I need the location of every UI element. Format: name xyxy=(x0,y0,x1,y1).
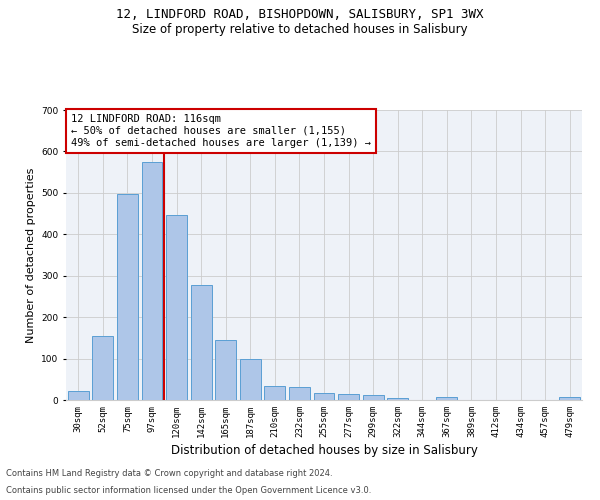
Text: 12 LINDFORD ROAD: 116sqm
← 50% of detached houses are smaller (1,155)
49% of sem: 12 LINDFORD ROAD: 116sqm ← 50% of detach… xyxy=(71,114,371,148)
Bar xyxy=(92,336,113,400)
Bar xyxy=(362,395,383,400)
Bar xyxy=(265,386,286,400)
Text: Contains HM Land Registry data © Crown copyright and database right 2024.: Contains HM Land Registry data © Crown c… xyxy=(6,468,332,477)
Bar xyxy=(191,285,212,400)
Text: Contains public sector information licensed under the Open Government Licence v3: Contains public sector information licen… xyxy=(6,486,371,495)
X-axis label: Distribution of detached houses by size in Salisbury: Distribution of detached houses by size … xyxy=(170,444,478,457)
Bar xyxy=(436,396,457,400)
Bar xyxy=(289,386,310,400)
Bar xyxy=(215,340,236,400)
Text: 12, LINDFORD ROAD, BISHOPDOWN, SALISBURY, SP1 3WX: 12, LINDFORD ROAD, BISHOPDOWN, SALISBURY… xyxy=(116,8,484,20)
Y-axis label: Number of detached properties: Number of detached properties xyxy=(26,168,35,342)
Text: Size of property relative to detached houses in Salisbury: Size of property relative to detached ho… xyxy=(132,22,468,36)
Bar xyxy=(68,391,89,400)
Bar xyxy=(387,398,408,400)
Bar xyxy=(338,394,359,400)
Bar xyxy=(117,194,138,400)
Bar xyxy=(166,215,187,400)
Bar xyxy=(559,397,580,400)
Bar xyxy=(142,162,163,400)
Bar xyxy=(240,359,261,400)
Bar xyxy=(314,394,334,400)
